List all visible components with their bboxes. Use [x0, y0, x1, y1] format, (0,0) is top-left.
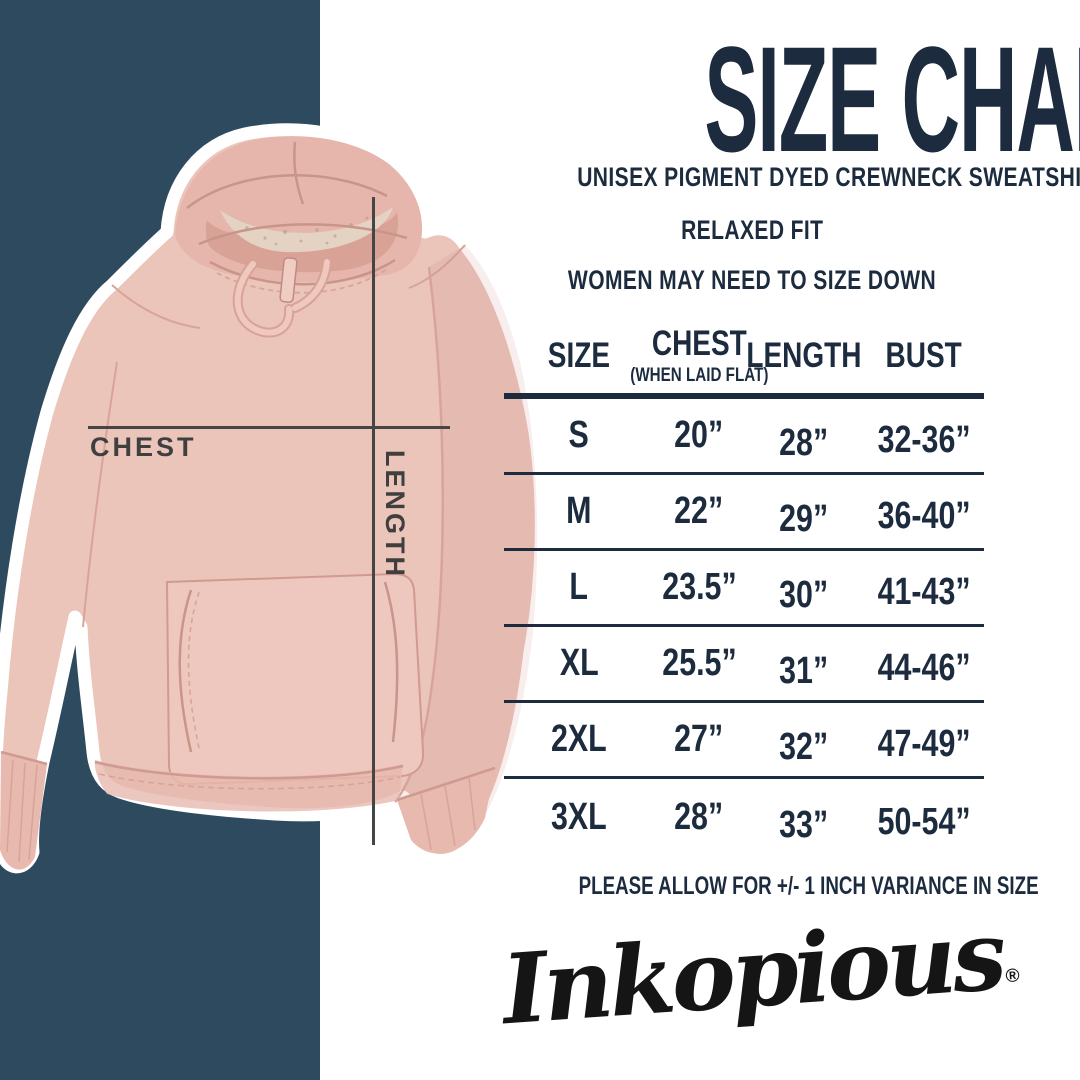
chest-value: 27”	[674, 718, 724, 760]
length-measure-line	[372, 197, 375, 845]
size-table: SIZE CHEST (WHEN LAID FLAT) LENGTH BUST …	[504, 322, 984, 855]
size-row-l: L 23.5” 30” 41-43”	[504, 551, 984, 627]
hood-lining	[220, 207, 393, 253]
bust-value: 36-40”	[877, 495, 971, 537]
column-header-chest: CHEST (WHEN LAID FLAT)	[630, 322, 768, 387]
length-value: 33”	[779, 803, 829, 846]
registered-trademark-icon: ®	[1004, 965, 1021, 988]
subtitle-product: UNISEX PIGMENT DYED CREWNECK SWEATSHIRT	[577, 162, 1080, 192]
bust-value: 32-36”	[877, 419, 971, 461]
size-row-3xl: 3XL 28” 33” 50-54”	[504, 779, 984, 855]
bust-value: 50-54”	[877, 800, 971, 843]
brand-logo: Inkopious®	[498, 898, 1021, 1047]
column-header-size: SIZE	[547, 335, 611, 375]
size-value: XL	[559, 642, 599, 684]
size-row-s: S 20” 28” 32-36”	[504, 399, 984, 475]
size-value: M	[566, 490, 592, 532]
chest-value: 23.5”	[661, 566, 737, 608]
bust-value: 47-49”	[877, 723, 971, 765]
chest-value: 20”	[674, 414, 724, 456]
chest-measure-line	[88, 426, 450, 429]
hood-folds	[186, 141, 408, 246]
length-value: 32”	[779, 726, 829, 768]
column-header-length: LENGTH	[746, 335, 862, 375]
hoodie-illustration	[0, 123, 548, 874]
size-value: 2XL	[551, 718, 607, 760]
length-value: 30”	[779, 574, 829, 616]
left-cuff	[0, 750, 48, 870]
bust-value: 44-46”	[877, 647, 971, 689]
hoodie-photo	[0, 112, 555, 892]
page-title: SIZE CHART	[704, 15, 1080, 183]
size-row-xl: XL 25.5” 31” 44-46”	[504, 627, 984, 703]
size-value: S	[568, 414, 590, 456]
brand-logo-text: Inkopious	[498, 898, 1007, 1047]
drawstrings	[232, 257, 332, 338]
size-value: 3XL	[551, 795, 607, 838]
size-row-m: M 22” 29” 36-40”	[504, 475, 984, 551]
chest-value: 22”	[674, 490, 724, 532]
size-table-header: SIZE CHEST (WHEN LAID FLAT) LENGTH BUST	[504, 322, 984, 399]
subtitle-sizing-advice: WOMEN MAY NEED TO SIZE DOWN	[567, 265, 937, 295]
size-row-2xl: 2XL 27” 32” 47-49”	[504, 703, 984, 779]
subtitle-fit: RELAXED FIT	[680, 215, 824, 245]
chest-note: (WHEN LAID FLAT)	[629, 365, 769, 386]
bust-value: 41-43”	[877, 571, 971, 613]
right-cuff	[396, 766, 496, 854]
column-header-bust: BUST	[885, 335, 963, 375]
variance-note: PLEASE ALLOW FOR +/- 1 INCH VARIANCE IN …	[578, 872, 1039, 900]
length-measure-label: LENGTH	[380, 450, 410, 579]
length-value: 29”	[779, 498, 829, 540]
hood	[175, 136, 423, 282]
chest-measure-label: CHEST	[90, 432, 197, 462]
kangaroo-pocket	[165, 572, 425, 786]
length-value: 31”	[779, 650, 829, 692]
chest-value: 28”	[674, 795, 724, 838]
seams	[82, 244, 466, 628]
length-value: 28”	[779, 422, 829, 464]
hem-band	[94, 760, 404, 812]
drawstring-aglet	[279, 257, 298, 303]
size-value: L	[569, 566, 589, 608]
chest-value: 25.5”	[661, 642, 737, 684]
